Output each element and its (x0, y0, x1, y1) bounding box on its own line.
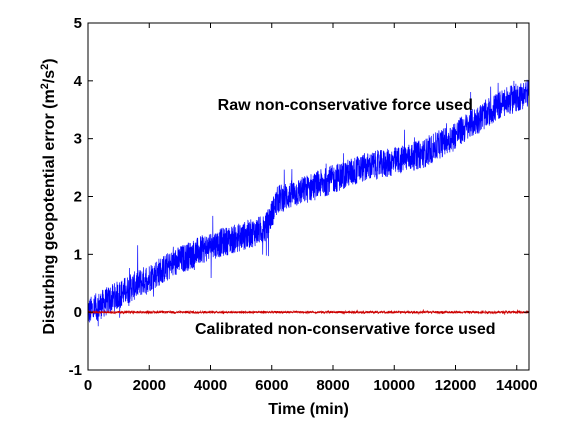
x-tick-label: 0 (84, 377, 92, 394)
series-line-1 (87, 79, 530, 327)
x-tick-label: 4000 (194, 377, 227, 394)
annotation-1: Raw non-conservative force used (218, 97, 473, 114)
x-tick-label: 6000 (255, 377, 288, 394)
x-tick-label: 2000 (133, 377, 166, 394)
y-tick-label: 3 (74, 131, 82, 148)
x-tick-label: 14000 (496, 377, 538, 394)
y-tick-label: 5 (74, 15, 82, 32)
annotations: Raw non-conservative force used Calibrate… (195, 97, 496, 338)
y-axis-title: Disturbing geopotential error (m2/s2) (39, 58, 58, 334)
y-tick-label: -1 (69, 362, 82, 379)
y-tick-label: 0 (74, 304, 82, 321)
series-layer (87, 79, 530, 327)
y-tick-label: 2 (74, 189, 82, 206)
x-tick-label: 10000 (373, 377, 415, 394)
y-tick-label: 4 (74, 73, 83, 90)
y-tick-label: 1 (74, 246, 82, 263)
series-line-2 (87, 309, 530, 316)
x-tick-label: 12000 (435, 377, 477, 394)
annotation-2: Calibrated non-conservative force used (195, 321, 496, 338)
x-tick-label: 8000 (316, 377, 349, 394)
x-axis-title: Time (min) (268, 401, 349, 418)
